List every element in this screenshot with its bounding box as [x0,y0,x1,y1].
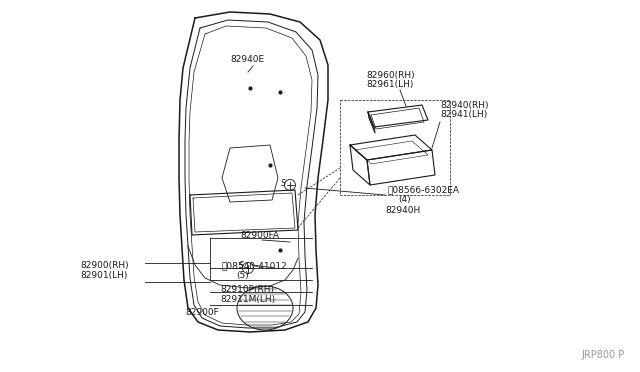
Text: 82941(LH): 82941(LH) [440,110,487,119]
Text: (5): (5) [236,271,249,280]
Text: 82910P(RH): 82910P(RH) [220,285,274,294]
Text: 82940(RH): 82940(RH) [440,101,488,110]
Text: 82960(RH): 82960(RH) [366,71,415,80]
Text: 82900F: 82900F [185,308,219,317]
Text: 82940H: 82940H [385,206,420,215]
Text: 82911M(LH): 82911M(LH) [220,295,275,304]
Text: 82901(LH): 82901(LH) [80,271,127,280]
Text: JRP800 P: JRP800 P [582,350,625,360]
Text: S: S [281,179,286,187]
Text: Ⓝ08540-41012: Ⓝ08540-41012 [222,261,288,270]
Text: 82940E: 82940E [230,55,264,64]
Text: 82900(RH): 82900(RH) [80,261,129,270]
Text: 82961(LH): 82961(LH) [366,80,413,89]
Text: (4): (4) [398,195,411,204]
Text: S: S [239,262,243,270]
Text: 82900FA: 82900FA [240,231,279,240]
Text: Ⓝ08566-6302EA: Ⓝ08566-6302EA [388,185,460,194]
